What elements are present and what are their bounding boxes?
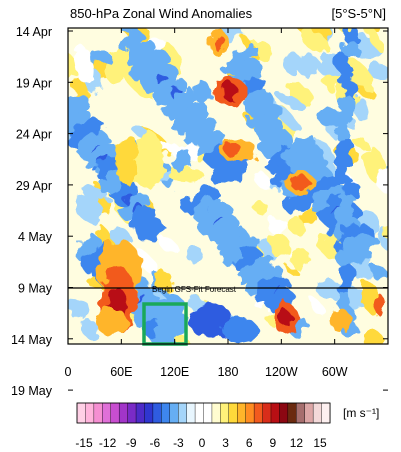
colorbar-tick-label: -12 xyxy=(99,436,117,450)
colorbar-swatch xyxy=(203,402,213,424)
forecast-annotation: Begin GFS-Fit Forecast xyxy=(152,285,237,294)
colorbar-swatch xyxy=(296,402,306,424)
colorbar-swatch xyxy=(118,402,129,424)
colorbar-swatch xyxy=(152,402,162,424)
y-axis: 14 Apr 19 Apr 24 Apr 29 Apr 4 May 9 May 14 May… xyxy=(11,25,388,398)
y-tick-label: 19 Apr xyxy=(16,76,52,90)
colorbar-swatch xyxy=(102,402,112,424)
colorbar: -15 -12 -9 -6 -3 0 3 6 9 12 15 xyxy=(75,402,331,450)
colorbar-tick-label: -3 xyxy=(173,436,184,450)
colorbar-tick-label: 12 xyxy=(290,436,304,450)
colorbar-swatch xyxy=(127,402,137,424)
colorbar-swatch xyxy=(110,402,120,424)
colorbar-frame xyxy=(76,402,331,424)
colorbar-tick-label: 0 xyxy=(199,436,206,450)
colorbar-swatch xyxy=(85,402,95,424)
colorbar-swatch xyxy=(270,402,280,424)
colorbar-swatch xyxy=(93,402,103,424)
colorbar-tick-label: -6 xyxy=(149,436,160,450)
y-tick-label: 24 Apr xyxy=(16,128,52,142)
x-tick-label: 120E xyxy=(160,365,189,379)
colorbar-swatch xyxy=(144,402,154,424)
colorbar-swatch xyxy=(161,402,171,424)
colorbar-swatch xyxy=(135,402,145,424)
colorbar-swatch xyxy=(304,402,314,424)
colorbar-unit-label: [m s⁻¹] xyxy=(343,406,379,420)
colorbar-swatch xyxy=(237,402,247,424)
colorbar-swatch xyxy=(194,402,204,424)
colorbar-swatch xyxy=(262,402,272,424)
chart-title: 850-hPa Zonal Wind Anomalies xyxy=(70,6,253,21)
colorbar-swatch xyxy=(76,402,86,424)
colorbar-tick-label: -15 xyxy=(75,436,93,450)
colorbar-swatch xyxy=(220,402,230,424)
y-tick-label: 19 May xyxy=(11,384,53,398)
x-tick-label: 120W xyxy=(265,365,298,379)
y-tick-label: 9 May xyxy=(18,282,53,296)
colorbar-swatch xyxy=(177,402,188,424)
x-tick-label: 60W xyxy=(322,365,348,379)
colorbar-swatch xyxy=(169,402,179,424)
colorbar-tick-label: -9 xyxy=(126,436,137,450)
x-tick-label: 60E xyxy=(110,365,132,379)
colorbar-swatch xyxy=(245,402,255,424)
y-tick-label: 4 May xyxy=(18,230,53,244)
colorbar-swatch xyxy=(253,402,264,424)
colorbar-tick-label: 9 xyxy=(269,436,276,450)
x-tick-label: 180 xyxy=(218,365,239,379)
colorbar-swatch xyxy=(211,402,221,424)
colorbar-swatch xyxy=(279,402,289,424)
colorbar-tick-label: 3 xyxy=(222,436,229,450)
heatmap-field xyxy=(68,28,388,344)
colorbar-tick-label: 6 xyxy=(246,436,253,450)
x-axis: 0 60E 120E 180 120W 60W xyxy=(65,28,348,379)
y-tick-label: 14 May xyxy=(11,333,53,347)
colorbar-swatch xyxy=(186,402,196,424)
colorbar-swatch xyxy=(321,402,331,424)
region-label: [5°S-5°N] xyxy=(332,6,386,21)
y-tick-label: 29 Apr xyxy=(16,179,52,193)
y-tick-label: 14 Apr xyxy=(16,25,52,39)
colorbar-tick-label: 15 xyxy=(313,436,327,450)
colorbar-swatch xyxy=(312,402,323,424)
x-tick-label: 0 xyxy=(65,365,72,379)
colorbar-swatch xyxy=(287,402,297,424)
colorbar-swatch xyxy=(228,402,238,424)
